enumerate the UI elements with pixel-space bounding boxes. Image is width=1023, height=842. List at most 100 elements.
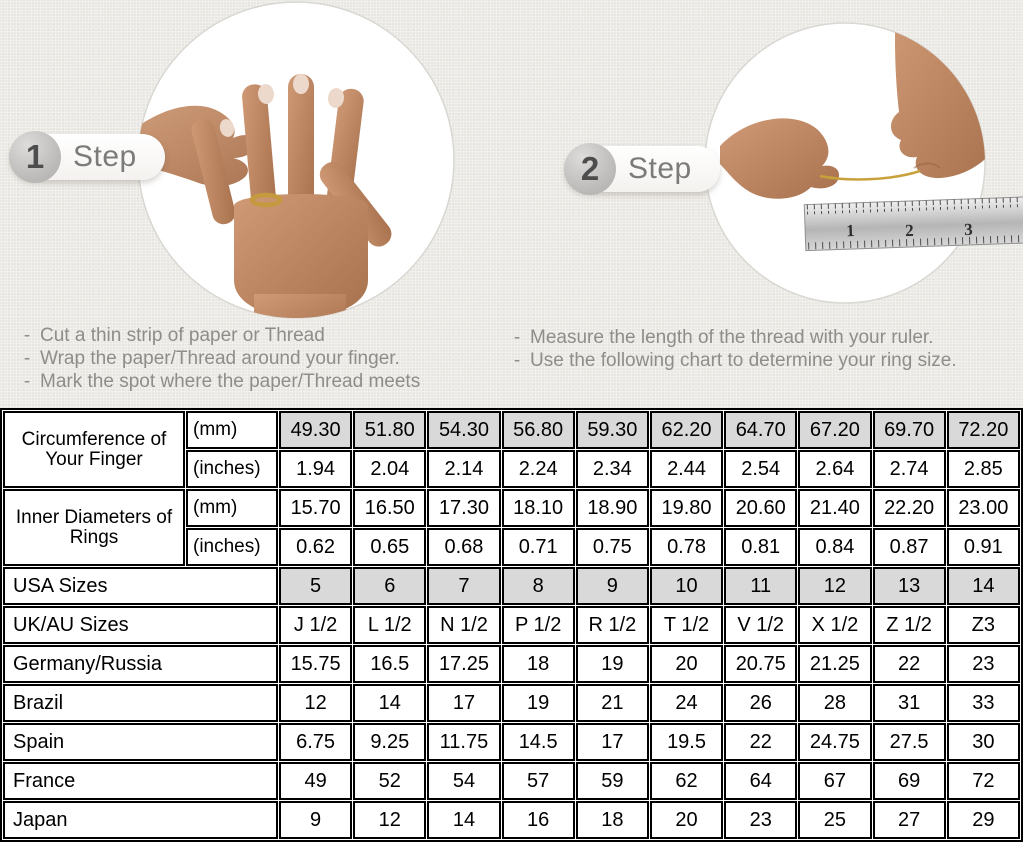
- size-value-cell: 69.70: [872, 411, 946, 449]
- size-value-cell: L 1/2: [353, 606, 427, 644]
- size-value-cell: 12: [353, 801, 427, 839]
- size-value-cell: 14.5: [501, 723, 575, 761]
- size-value-cell: J 1/2: [279, 606, 353, 644]
- step-number: 1: [25, 138, 45, 175]
- row-label: UK/AU Sizes: [3, 606, 278, 644]
- row-label: Japan: [3, 801, 278, 839]
- size-value-cell: 2.04: [353, 450, 427, 488]
- step-1-photo: [137, 1, 455, 319]
- size-value-cell: 25: [798, 801, 872, 839]
- bullet-dash: -: [23, 348, 31, 369]
- size-value-cell: 6.75: [279, 723, 353, 761]
- size-value-cell: 14: [946, 567, 1020, 605]
- size-value-cell: 57: [501, 762, 575, 800]
- size-value-cell: 9: [279, 801, 353, 839]
- unit-cell: (inches): [186, 528, 278, 566]
- svg-text:2: 2: [905, 221, 914, 240]
- size-value-cell: 31: [872, 684, 946, 722]
- size-value-cell: 16: [501, 801, 575, 839]
- size-value-cell: 14: [353, 684, 427, 722]
- instruction-text: Mark the spot where the paper/Thread mee…: [40, 371, 421, 392]
- size-value-cell: 62.20: [649, 411, 724, 449]
- instruction-line: - Mark the spot where the paper/Thread me…: [14, 370, 492, 393]
- size-value-cell: 20.75: [724, 645, 798, 683]
- size-value-cell: 0.71: [501, 528, 575, 566]
- size-value-cell: 15.70: [279, 489, 353, 527]
- size-value-cell: 56.80: [501, 411, 575, 449]
- size-value-cell: 17.30: [427, 489, 501, 527]
- size-value-cell: 12: [798, 567, 872, 605]
- size-value-cell: 0.75: [575, 528, 649, 566]
- size-value-cell: Z 1/2: [872, 606, 946, 644]
- size-value-cell: 0.68: [427, 528, 501, 566]
- size-value-cell: 0.81: [724, 528, 798, 566]
- size-value-cell: 2.85: [946, 450, 1020, 488]
- size-value-cell: 2.44: [649, 450, 724, 488]
- size-value-cell: 72.20: [946, 411, 1020, 449]
- table-row: UK/AU Sizes J 1/2 L 1/2 N 1/2 P 1/2 R 1/2 T 1/…: [3, 606, 1020, 644]
- table-row: Circumference of Your Finger (mm) 49.30 51.…: [3, 411, 1020, 488]
- size-value-cell: X 1/2: [798, 606, 872, 644]
- size-value-cell: 22: [872, 645, 946, 683]
- step-2-photo: 1 2 3: [704, 22, 1023, 304]
- instruction-text: Wrap the paper/Thread around your finger…: [40, 348, 400, 369]
- size-value-cell: 20.60: [724, 489, 798, 527]
- instruction-text: Cut a thin strip of paper or Thread: [40, 325, 325, 346]
- size-value-cell: 64.70: [724, 411, 798, 449]
- size-value-cell: 28: [798, 684, 872, 722]
- size-value-cell: 5: [279, 567, 353, 605]
- row-group-label: Inner Diameters of Rings: [3, 489, 185, 566]
- size-value-cell: 29: [946, 801, 1020, 839]
- size-value-cell: 30: [946, 723, 1020, 761]
- instruction-text: Use the following chart to determine you…: [530, 350, 957, 371]
- step-label: Step: [73, 140, 137, 173]
- svg-text:3: 3: [964, 220, 973, 239]
- size-value-cell: 8: [501, 567, 575, 605]
- size-value-cell: P 1/2: [501, 606, 575, 644]
- size-value-cell: 22: [724, 723, 798, 761]
- ring-icon: [249, 192, 283, 208]
- size-value-cell: 2.54: [724, 450, 798, 488]
- table-row: (inches) 1.94 2.04 2.14 2.24 2.34 2.44 2.54 2.64…: [3, 450, 1020, 488]
- row-label: Spain: [3, 723, 278, 761]
- size-value-cell: 23: [946, 645, 1020, 683]
- size-value-cell: 2.14: [427, 450, 501, 488]
- table-row: Inner Diameters of Rings (mm) 15.70 16.50 17…: [3, 489, 1020, 566]
- step-number-circle: 1: [9, 131, 61, 183]
- step-number: 2: [580, 150, 600, 187]
- step-1-badge: 1 Step: [9, 131, 165, 183]
- bullet-dash: -: [513, 350, 521, 371]
- table-row: USA Sizes 5 6 7 8 9 10 11 12 13 14: [3, 567, 1020, 605]
- size-value-cell: 19: [501, 684, 575, 722]
- size-value-cell: T 1/2: [649, 606, 724, 644]
- row-label: Brazil: [3, 684, 278, 722]
- table-row: Japan 9 12 14 16 18 20 23 25 27 29: [3, 801, 1020, 839]
- svg-text:1: 1: [846, 221, 855, 240]
- instruction-line: - Cut a thin strip of paper or Thread: [14, 324, 492, 347]
- size-value-cell: 24.75: [798, 723, 872, 761]
- step-1-instructions: - Cut a thin strip of paper or Thread - Wra…: [14, 324, 492, 393]
- size-value-cell: 13: [872, 567, 946, 605]
- size-value-cell: 69: [872, 762, 946, 800]
- size-value-cell: 2.34: [575, 450, 649, 488]
- step-2-instructions: - Measure the length of the thread with y…: [504, 326, 1019, 372]
- size-value-cell: 0.91: [946, 528, 1020, 566]
- size-value-cell: 10: [649, 567, 724, 605]
- size-value-cell: 18: [575, 801, 649, 839]
- instruction-line: - Measure the length of the thread with y…: [504, 326, 1019, 349]
- unit-cell: (mm): [186, 489, 278, 527]
- size-value-cell: 24: [649, 684, 724, 722]
- table-row: (inches) 0.62 0.65 0.68 0.71 0.75 0.78 0.81 0.84…: [3, 528, 1020, 566]
- size-value-cell: 2.24: [501, 450, 575, 488]
- size-value-cell: 23.00: [946, 489, 1020, 527]
- size-value-cell: 0.65: [353, 528, 427, 566]
- row-group-label: Circumference of Your Finger: [3, 411, 185, 488]
- size-value-cell: 11.75: [427, 723, 501, 761]
- size-value-cell: 67: [798, 762, 872, 800]
- size-value-cell: 67.20: [798, 411, 872, 449]
- row-label: Germany/Russia: [3, 645, 278, 683]
- size-value-cell: 19.80: [649, 489, 724, 527]
- size-value-cell: 23: [724, 801, 798, 839]
- size-value-cell: 0.84: [798, 528, 872, 566]
- unit-cell: (inches): [186, 450, 278, 488]
